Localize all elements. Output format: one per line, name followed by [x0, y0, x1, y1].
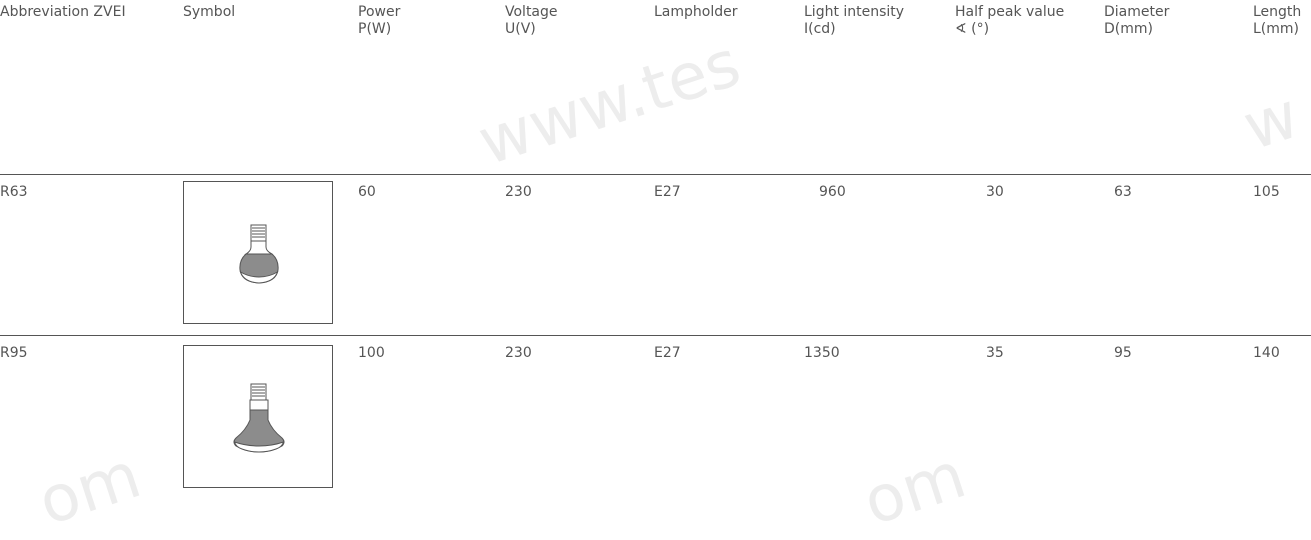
header-lampholder: Lampholder — [654, 4, 738, 20]
header-half-peak-value: Half peak value ∢ (°) — [955, 4, 1065, 37]
header-voltage: Voltage U(V) — [505, 4, 558, 37]
cell-half-peak-value: 35 — [986, 345, 1004, 361]
cell-length: 140 — [1253, 345, 1280, 361]
header-length: Length L(mm) — [1253, 4, 1302, 37]
symbol-cell — [183, 181, 333, 324]
watermark: om — [855, 438, 975, 540]
cell-diameter: 95 — [1114, 345, 1132, 361]
cell-light-intensity: 1350 — [804, 345, 840, 361]
header-power: Power P(W) — [358, 4, 401, 37]
cell-power: 100 — [358, 345, 385, 361]
row-divider — [0, 174, 1311, 175]
cell-voltage: 230 — [505, 184, 532, 200]
row-divider — [0, 335, 1311, 336]
header-diameter: Diameter D(mm) — [1104, 4, 1170, 37]
header-symbol: Symbol — [183, 4, 236, 20]
reflector-lamp-r95-icon — [233, 383, 285, 453]
cell-half-peak-value: 30 — [986, 184, 1004, 200]
lamp-spec-table: www.tes w om om Abbreviation ZVEI Symbol… — [0, 4, 1311, 540]
reflector-lamp-r63-icon — [239, 224, 279, 284]
cell-diameter: 63 — [1114, 184, 1132, 200]
cell-power: 60 — [358, 184, 376, 200]
cell-light-intensity: 960 — [819, 184, 846, 200]
symbol-cell — [183, 345, 333, 488]
cell-lampholder: E27 — [654, 345, 681, 361]
cell-voltage: 230 — [505, 345, 532, 361]
header-light-intensity: Light intensity I(cd) — [804, 4, 905, 37]
watermark: om — [30, 438, 150, 540]
cell-lampholder: E27 — [654, 184, 681, 200]
header-abbreviation: Abbreviation ZVEI — [0, 4, 126, 20]
watermark: w — [1235, 78, 1308, 166]
cell-abbreviation: R63 — [0, 184, 28, 200]
watermark: www.tes — [470, 26, 749, 181]
cell-abbreviation: R95 — [0, 345, 28, 361]
cell-length: 105 — [1253, 184, 1280, 200]
